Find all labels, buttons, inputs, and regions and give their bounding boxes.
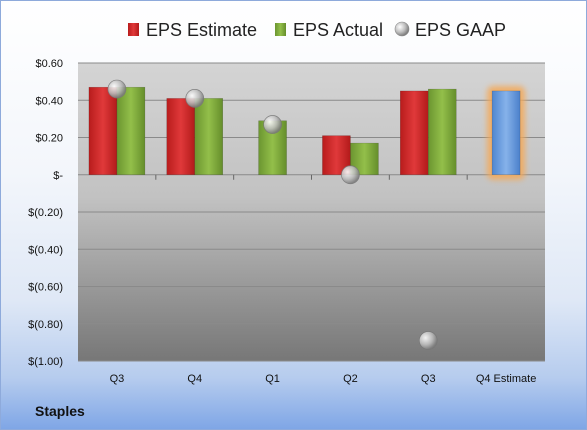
x-tick-label: Q1 <box>265 373 280 385</box>
eps-gaap-marker <box>418 331 438 350</box>
eps-actual-bar <box>194 98 223 175</box>
eps-gaap-marker <box>341 165 360 185</box>
eps-gaap-marker <box>107 79 127 99</box>
company-name: Staples <box>35 403 85 419</box>
y-tick-label: $0.20 <box>35 133 63 145</box>
x-tick-label: Q4 Estimate <box>476 373 537 385</box>
y-tick-label: $0.60 <box>35 58 63 70</box>
gaap-markers <box>107 79 438 350</box>
legend-swatch-eps-estimate <box>128 23 139 36</box>
x-tick-label: Q3 <box>110 373 125 385</box>
y-tick-label: $(0.80) <box>28 319 63 331</box>
x-tick-label: Q4 <box>187 373 202 385</box>
legend-label-eps-gaap: EPS GAAP <box>415 20 506 40</box>
legend: EPS Estimate EPS Actual EPS GAAP <box>128 20 506 40</box>
x-tick-label: Q2 <box>343 373 358 385</box>
y-tick-label: $(0.20) <box>28 207 63 219</box>
y-tick-label: $(1.00) <box>28 356 63 368</box>
legend-swatch-eps-actual <box>275 23 286 36</box>
legend-label-eps-estimate: EPS Estimate <box>146 20 257 40</box>
x-axis-ticks: Q3 Q4 Q1 Q2 Q3 Q4 Estimate <box>110 174 537 385</box>
eps-actual-bar <box>428 88 457 175</box>
eps-estimate-bar <box>400 90 429 175</box>
x-tick-label: Q3 <box>421 373 436 385</box>
y-tick-label: $(0.60) <box>28 282 63 294</box>
eps-gaap-marker <box>185 89 205 108</box>
y-tick-label: $(0.40) <box>28 244 63 256</box>
eps-estimate-bar <box>88 86 118 175</box>
y-axis-ticks: $0.60 $0.40 $0.20 $- $(0.20) $(0.40) $(0.60) $(… <box>28 58 63 368</box>
y-tick-label: $- <box>53 170 63 182</box>
bars <box>88 85 526 180</box>
y-tick-label: $0.40 <box>35 95 63 107</box>
eps-future-estimate-bar <box>491 90 521 175</box>
eps-estimate-bar <box>166 98 195 175</box>
legend-label-eps-actual: EPS Actual <box>293 20 383 40</box>
legend-swatch-eps-gaap <box>394 21 410 37</box>
eps-actual-bar <box>116 86 146 175</box>
eps-gaap-marker <box>263 115 282 134</box>
